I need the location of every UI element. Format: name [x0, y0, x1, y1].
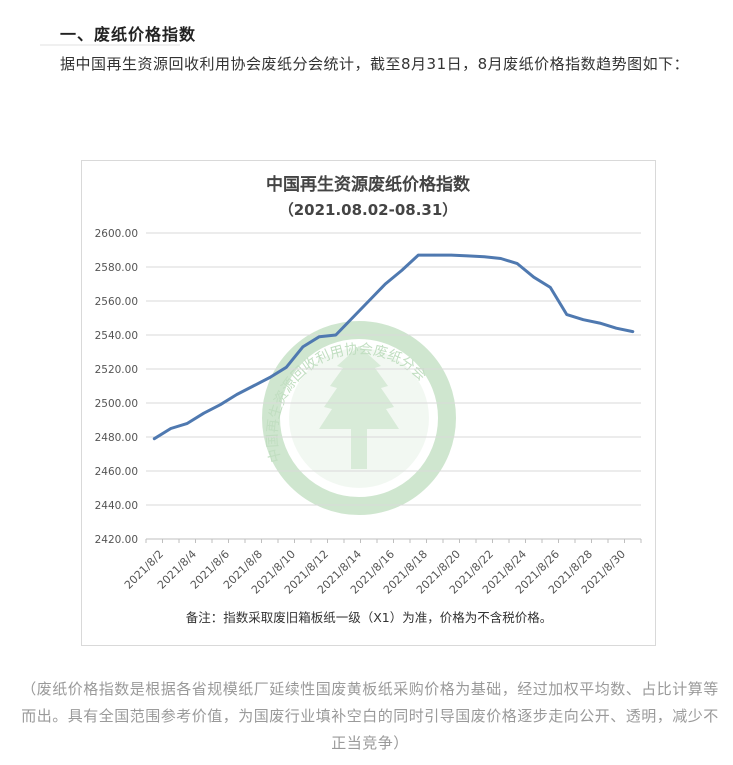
watermark-tree [319, 346, 399, 429]
y-tick-label: 2560.00 [95, 296, 138, 308]
y-tick-label: 2600.00 [95, 228, 138, 240]
data-point [301, 345, 304, 349]
x-axis: 2021/8/22021/8/42021/8/62021/8/82021/8/1… [122, 538, 642, 597]
data-point [483, 255, 486, 258]
data-point [549, 286, 552, 289]
series-line [152, 253, 635, 441]
data-point [516, 262, 519, 265]
data-point [499, 257, 502, 260]
data-point [466, 254, 469, 258]
y-tick-label: 2440.00 [95, 500, 138, 512]
price-index-chart: 中国再生资源回收利用协会废纸分会 中国再生资源废纸价格指数 （2021.08.0… [95, 174, 642, 625]
data-point [450, 253, 453, 257]
y-tick-label: 2500.00 [95, 398, 138, 410]
association-watermark-logo: 中国再生资源回收利用协会废纸分会 [262, 321, 456, 515]
data-point [598, 321, 601, 325]
y-tick-label: 2420.00 [95, 534, 138, 546]
y-tick-label: 2520.00 [95, 364, 138, 376]
data-point [219, 403, 222, 406]
data-point [235, 393, 238, 396]
chart-note: 备注：指数采取废旧箱板纸一级（X1）为准，价格为不含税价格。 [186, 610, 553, 625]
data-point [334, 333, 337, 337]
data-point [433, 253, 436, 257]
data-point [565, 313, 568, 316]
data-point [252, 384, 255, 388]
watermark-trunk [351, 429, 367, 469]
data-point [615, 327, 618, 330]
data-point [318, 335, 321, 338]
section-heading: 一、废纸价格指数 [60, 25, 197, 44]
data-point [202, 412, 205, 415]
data-point [285, 366, 288, 369]
chart-subtitle: （2021.08.02-08.31） [279, 201, 458, 219]
data-point [367, 299, 370, 303]
y-tick-label: 2460.00 [95, 466, 138, 478]
data-point [169, 427, 172, 430]
data-point [384, 282, 387, 286]
data-point [268, 376, 271, 379]
data-point [532, 276, 535, 279]
chart-title: 中国再生资源废纸价格指数 [266, 174, 471, 195]
y-tick-label: 2580.00 [95, 262, 138, 274]
y-tick-label: 2540.00 [95, 330, 138, 342]
intro-paragraph: 据中国再生资源回收利用协会废纸分会统计，截至8月31日，8月废纸价格指数趋势图如… [60, 55, 690, 73]
heading-divider [40, 44, 180, 46]
y-tick-label: 2480.00 [95, 432, 138, 444]
data-point [400, 269, 403, 272]
y-axis: 2600.00 2580.00 2560.00 2540.00 2520.00 2500.… [95, 228, 138, 546]
data-point [351, 316, 354, 320]
data-point [631, 330, 634, 333]
data-point [582, 318, 585, 321]
data-point [186, 422, 189, 425]
chart-image: 中国再生资源回收利用协会废纸分会 中国再生资源废纸价格指数 （2021.08.0… [81, 160, 656, 646]
data-point [153, 437, 156, 440]
data-points [153, 253, 634, 440]
data-point [417, 253, 420, 257]
index-description: （废纸价格指数是根据各省规模纸厂延续性国废黄板纸采购价格为基础，经过加权平均数、… [21, 680, 719, 752]
watermark-ring [262, 321, 456, 515]
